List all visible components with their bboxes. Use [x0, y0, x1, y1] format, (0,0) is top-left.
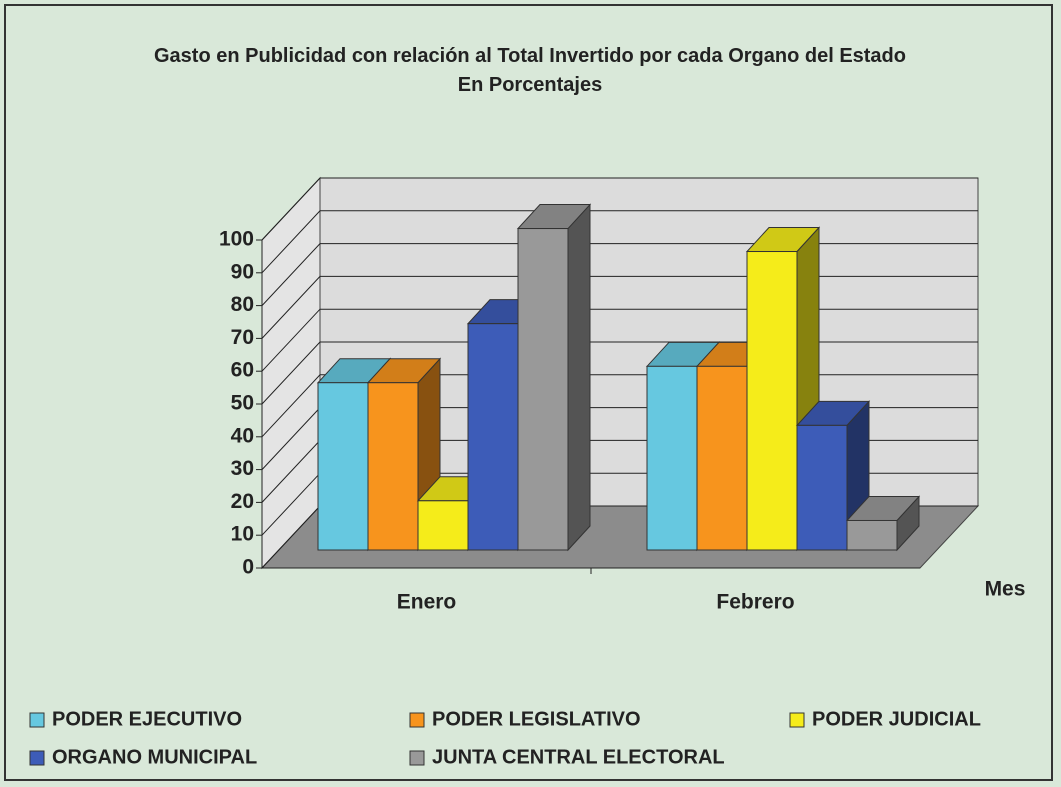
bar — [517, 228, 569, 551]
y-tick-label: 100 — [219, 228, 254, 251]
bar — [417, 500, 469, 551]
legend-label: ORGANO MUNICIPAL — [52, 746, 257, 768]
y-tick-label: 70 — [231, 326, 254, 349]
bar — [846, 519, 898, 551]
legend-label: PODER JUDICIAL — [812, 708, 981, 730]
legend-swatch — [29, 750, 45, 766]
legend-label: PODER EJECUTIVO — [52, 708, 242, 730]
grid-line — [261, 177, 978, 241]
frame — [4, 4, 1053, 781]
bar — [796, 424, 848, 551]
bar — [367, 382, 419, 551]
legend-label: PODER LEGISLATIVO — [432, 708, 641, 730]
bar — [317, 382, 369, 551]
y-tick-label: 40 — [231, 424, 254, 447]
legend-swatch — [29, 712, 45, 728]
x-tick-label: Enero — [397, 591, 457, 614]
y-tick-label: 20 — [231, 490, 254, 513]
x-tick-label: Febrero — [716, 591, 794, 614]
y-tick-label: 30 — [231, 457, 254, 480]
y-tick-label: 80 — [231, 293, 254, 316]
legend-swatch — [409, 712, 425, 728]
bar — [696, 365, 748, 551]
chart-title: Gasto en Publicidad con relación al Tota… — [154, 45, 906, 67]
chart-subtitle: En Porcentajes — [457, 74, 603, 96]
bar-side — [567, 203, 591, 552]
bar — [467, 323, 519, 551]
bar — [746, 251, 798, 551]
y-tick-label: 60 — [231, 359, 254, 382]
y-tick-label: 90 — [231, 260, 254, 283]
grid-line — [261, 210, 978, 274]
legend-swatch — [789, 712, 805, 728]
legend-swatch — [409, 750, 425, 766]
title-block: Gasto en Publicidad con relación al Tota… — [80, 42, 980, 100]
y-tick-label: 0 — [242, 556, 254, 579]
y-tick-label: 50 — [231, 392, 254, 415]
x-axis-label: Mes — [985, 578, 1026, 601]
legend-label: JUNTA CENTRAL ELECTORAL — [432, 746, 725, 768]
y-tick-label: 10 — [231, 523, 254, 546]
bar — [646, 365, 698, 551]
